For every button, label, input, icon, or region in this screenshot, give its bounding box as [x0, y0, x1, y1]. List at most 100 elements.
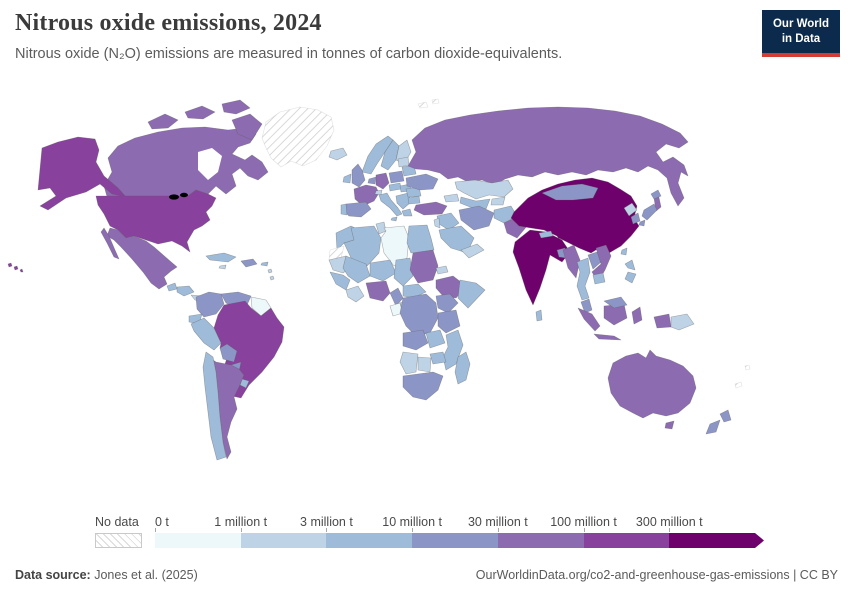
country-nz-north[interactable] — [719, 409, 732, 423]
country-drc[interactable] — [399, 293, 439, 337]
legend-segment-1[interactable] — [240, 533, 327, 548]
country-ireland[interactable] — [342, 173, 352, 184]
country-egypt[interactable] — [406, 224, 435, 254]
legend-segment-0[interactable] — [155, 533, 241, 548]
country-sulawesi[interactable] — [631, 306, 643, 325]
country-papua-new-guinea[interactable] — [670, 313, 695, 331]
country-philippines[interactable] — [624, 259, 637, 284]
country-cuba[interactable] — [205, 252, 237, 263]
country-senegal-guinea[interactable] — [329, 271, 351, 291]
country-poland[interactable] — [388, 170, 405, 184]
country-mexico[interactable] — [106, 227, 178, 290]
country-ukraine[interactable] — [405, 173, 439, 191]
legend-segment-6[interactable] — [669, 533, 756, 548]
country-bolivia[interactable] — [219, 343, 238, 363]
country-sumatra[interactable] — [577, 307, 601, 332]
country-jamaica[interactable] — [218, 264, 227, 270]
country-india[interactable] — [512, 229, 571, 306]
country-japan-kyushu[interactable] — [638, 219, 646, 227]
country-somalia[interactable] — [457, 279, 486, 309]
country-greenland[interactable] — [261, 106, 335, 168]
country-fiji[interactable] — [744, 364, 751, 371]
country-honduras-nicaragua[interactable] — [176, 285, 195, 297]
country-namibia[interactable] — [399, 351, 419, 375]
country-botswana[interactable] — [417, 356, 432, 373]
country-canada-island[interactable] — [184, 105, 216, 120]
country-hawaii[interactable] — [7, 262, 24, 273]
country-canada[interactable] — [103, 126, 269, 201]
country-malaysia-peninsula[interactable] — [580, 298, 593, 314]
country-cambodia[interactable] — [592, 272, 606, 285]
country-canada-island[interactable] — [221, 99, 251, 115]
legend-segment-3[interactable] — [412, 533, 498, 548]
country-japan-hokkaido[interactable] — [650, 189, 662, 200]
country-italy[interactable] — [378, 192, 403, 222]
legend-segment-4[interactable] — [497, 533, 584, 548]
country-tasmania[interactable] — [664, 420, 675, 430]
country-kazakhstan[interactable] — [454, 179, 514, 200]
country-lesser-antilles[interactable] — [267, 268, 275, 281]
country-kyrgyz-tajik[interactable] — [490, 196, 506, 206]
country-eritrea[interactable] — [435, 265, 449, 275]
owid-logo[interactable]: Our World in Data — [762, 10, 840, 57]
country-south-africa[interactable] — [402, 371, 444, 401]
country-madagascar[interactable] — [454, 351, 471, 385]
country-north-korea[interactable] — [623, 202, 638, 217]
country-zambia[interactable] — [425, 329, 446, 349]
country-ivory-ghana[interactable] — [345, 285, 365, 303]
country-chile[interactable] — [202, 351, 227, 461]
country-iran[interactable] — [458, 205, 495, 231]
country-nepal[interactable] — [538, 230, 554, 239]
country-germany[interactable] — [375, 172, 390, 190]
legend-segment-5[interactable] — [583, 533, 670, 548]
country-myanmar[interactable] — [562, 244, 581, 279]
country-new-caledonia[interactable] — [734, 381, 743, 389]
country-thailand[interactable] — [576, 257, 591, 301]
country-afghanistan[interactable] — [493, 205, 518, 224]
country-malaysia-borneo[interactable] — [603, 296, 628, 309]
country-puerto-rico[interactable] — [260, 261, 269, 267]
country-mozambique[interactable] — [442, 329, 464, 371]
legend-segment-2[interactable] — [326, 533, 413, 548]
country-jordan-israel[interactable] — [433, 217, 441, 229]
country-svalbard[interactable] — [417, 98, 440, 109]
country-baja[interactable] — [100, 227, 120, 260]
legend-no-data-swatch[interactable] — [95, 533, 142, 548]
country-hispaniola[interactable] — [240, 258, 258, 268]
country-uk[interactable] — [351, 163, 366, 188]
country-sudan[interactable] — [409, 249, 439, 284]
country-peru[interactable] — [190, 317, 222, 351]
country-taiwan[interactable] — [620, 247, 628, 256]
country-zimbabwe[interactable] — [429, 351, 447, 365]
country-france[interactable] — [353, 184, 380, 207]
country-tanzania[interactable] — [437, 309, 461, 334]
country-portugal[interactable] — [340, 203, 348, 216]
country-turkey[interactable] — [413, 201, 448, 216]
country-alaska[interactable] — [37, 136, 127, 211]
country-benelux[interactable] — [367, 176, 377, 185]
country-west-papua[interactable] — [653, 313, 672, 329]
country-greece[interactable] — [401, 208, 413, 217]
country-java[interactable] — [593, 333, 622, 341]
country-colombia[interactable] — [195, 291, 225, 318]
country-nigeria[interactable] — [365, 280, 391, 302]
country-usa[interactable] — [95, 189, 217, 253]
country-bulgaria[interactable] — [407, 195, 421, 205]
country-canada-baffin[interactable] — [231, 113, 263, 141]
country-south-korea[interactable] — [630, 212, 641, 225]
country-mongolia[interactable] — [541, 183, 599, 201]
country-czech-austria[interactable] — [388, 182, 402, 192]
credit-link[interactable]: OurWorldinData.org/co2-and-greenhouse-ga… — [475, 568, 838, 582]
country-guatemala[interactable] — [166, 282, 178, 292]
country-iceland[interactable] — [328, 147, 348, 161]
country-niger[interactable] — [369, 259, 397, 282]
country-nz-south[interactable] — [705, 419, 721, 435]
country-caucasus[interactable] — [443, 193, 460, 203]
country-mali[interactable] — [342, 255, 371, 284]
country-uganda-kenya[interactable] — [435, 293, 459, 314]
country-balkans[interactable] — [395, 192, 412, 210]
country-algeria[interactable] — [343, 225, 382, 267]
country-australia[interactable] — [607, 349, 697, 419]
country-angola[interactable] — [402, 329, 429, 351]
country-chad[interactable] — [393, 257, 414, 287]
